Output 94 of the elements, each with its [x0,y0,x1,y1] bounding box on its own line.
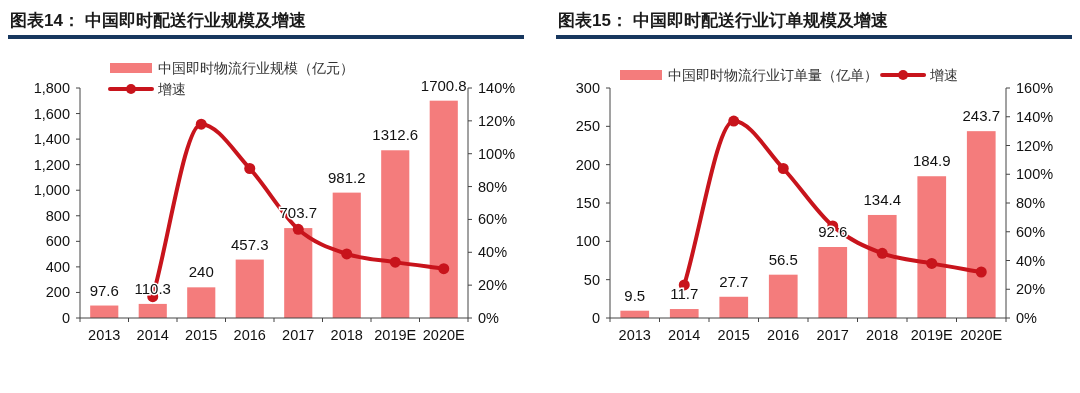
x-tick-label: 2015 [185,327,218,343]
legend-label: 增速 [929,67,959,83]
x-tick-label: 2016 [233,327,266,343]
y2-tick-label: 60% [1016,223,1046,240]
data-label: 1700.8 [420,76,467,94]
data-label: 1312.6 [372,126,419,144]
x-tick-label: 2013 [618,327,651,343]
y2-tick-label: 80% [478,178,508,195]
x-tick-label: 2019E [910,327,954,343]
y2-tick-label: 20% [1016,281,1046,298]
y2-tick-label: 20% [478,277,508,294]
y-tick-label: 0 [61,310,70,326]
bar [719,296,749,318]
point [926,257,938,269]
y2-tick-label: 40% [478,244,508,261]
bar [332,192,361,318]
x-tick-label: 2014 [668,327,701,343]
x-tick-label: 2020E [422,327,466,343]
y2-tick-label: 120% [1016,137,1054,154]
y2-tick-label: 120% [478,112,516,129]
bar [381,150,410,318]
data-label: 11.7 [670,285,699,303]
y-tick-label: 300 [575,80,600,96]
y-tick-label: 250 [575,118,600,135]
y2-tick-label: 100% [1016,166,1054,183]
x-tick-label: 2017 [816,327,849,343]
y2-tick-label: 140% [478,80,516,96]
y-tick-label: 1,400 [33,131,70,148]
point [728,115,740,127]
chart-title: 图表15： 中国即时配送行业订单规模及增速 [558,11,888,30]
bar [867,214,897,318]
y-tick-label: 400 [45,258,70,275]
bar [429,100,458,318]
x-tick-label: 2015 [717,327,750,343]
x-tick-label: 2013 [88,327,121,343]
y2-tick-label: 40% [1016,252,1046,269]
y2-tick-label: 0% [1016,310,1038,326]
bar [818,247,848,318]
data-label: 457.3 [230,235,269,253]
y-tick-label: 1,200 [33,156,70,173]
data-label: 9.5 [624,286,646,304]
y2-tick-label: 80% [1016,195,1046,211]
data-label: 56.5 [768,250,798,268]
x-tick-label: 2018 [866,327,899,343]
y-tick-label: 0 [591,310,600,326]
point [389,256,401,268]
legend-label: 中国即时物流行业订单量（亿单） [668,67,878,83]
bar [235,259,264,318]
y-tick-label: 50 [583,271,600,288]
point [438,263,450,275]
data-label: 184.9 [912,152,951,170]
bar [669,309,699,318]
y-tick-label: 200 [575,156,600,173]
data-label: 97.6 [89,281,119,299]
point [292,223,304,235]
point [876,247,888,259]
point [195,118,207,130]
bar [768,274,798,318]
y-tick-label: 100 [575,233,600,250]
point [244,163,256,174]
point [777,163,789,174]
y-tick-label: 200 [45,284,70,301]
y2-tick-label: 0% [478,310,500,326]
point [341,248,353,260]
legend-label: 中国即时物流行业规模（亿元） [158,60,354,76]
y-tick-label: 150 [575,195,600,211]
bar [187,287,216,318]
chart-title: 图表14： 中国即时配送行业规模及增速 [10,11,306,30]
x-tick-label: 2018 [330,327,363,343]
data-label: 134.4 [863,190,902,208]
y-tick-label: 1,000 [33,182,70,199]
data-label: 240 [188,263,214,281]
legend-label: 增速 [157,81,186,97]
x-tick-label: 2016 [767,327,800,343]
y2-tick-label: 100% [478,145,516,162]
x-tick-label: 2020E [960,327,1003,343]
bar [966,131,996,318]
data-label: 981.2 [327,168,366,186]
data-label: 27.7 [719,272,749,290]
y2-tick-label: 140% [1016,108,1054,125]
y2-tick-label: 60% [478,211,508,228]
y-tick-label: 1,800 [33,80,70,96]
bar [138,303,167,318]
x-tick-label: 2019E [374,327,417,343]
x-tick-label: 2014 [136,327,169,343]
y-tick-label: 1,600 [33,105,70,122]
y-tick-label: 600 [45,233,70,250]
bar [917,176,947,318]
y2-tick-label: 160% [1016,80,1054,96]
data-label: 243.7 [962,107,1001,125]
bar [284,228,313,318]
point [975,266,987,278]
x-tick-label: 2017 [282,327,315,343]
y-tick-label: 800 [45,207,70,224]
